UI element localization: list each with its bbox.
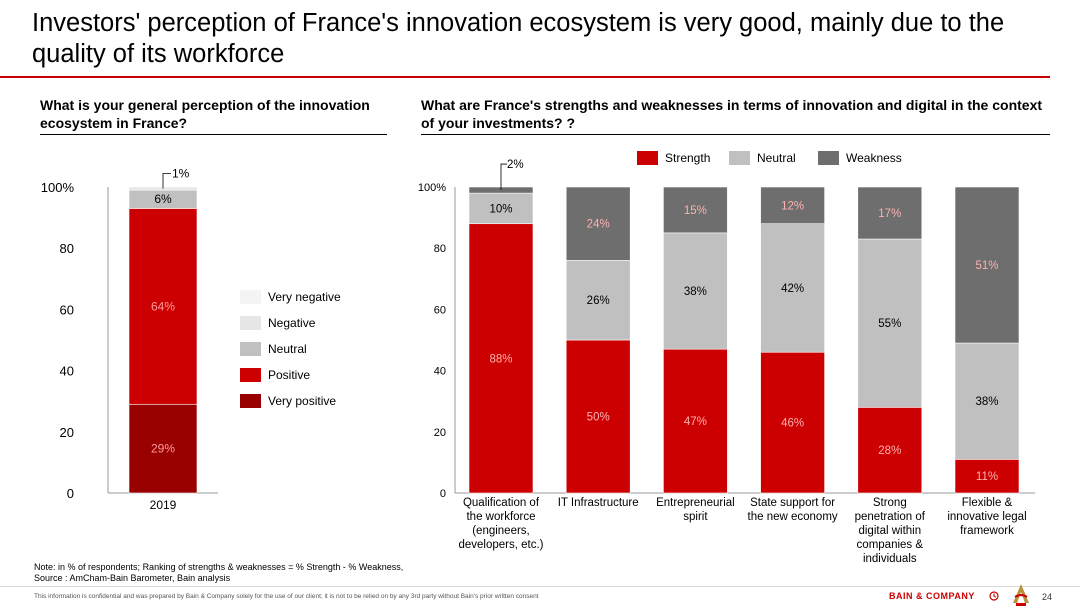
title-divider xyxy=(0,76,1050,78)
bar-segment xyxy=(663,232,728,350)
bar-value-label: 26% xyxy=(587,295,610,307)
bar-segment xyxy=(663,348,728,494)
legend-swatch xyxy=(240,290,261,304)
note-text: Note: in % of respondents; Ranking of st… xyxy=(34,562,404,572)
right-question: What are France's strengths and weakness… xyxy=(421,97,1043,131)
x-category-label: IT Infrastructure xyxy=(558,497,639,509)
bar-value-label: 11% xyxy=(976,471,998,483)
bar-segment xyxy=(565,260,631,341)
callout-value-label: 2% xyxy=(507,159,524,171)
legend-label: Neutral xyxy=(268,342,307,356)
bar-segment xyxy=(468,223,534,494)
bar-segment xyxy=(760,186,825,225)
y-tick-label: 0 xyxy=(67,486,74,501)
perception-chart: 0 20 40 60 80 100% 29% 64% 6%1% 2019 Very negative… xyxy=(41,167,341,512)
y-tick-label: 100% xyxy=(418,182,446,194)
x-category-label: 2019 xyxy=(150,498,177,512)
legend-swatch xyxy=(637,151,658,165)
bar-segment xyxy=(468,192,534,225)
footnote: Note: in % of respondents; Ranking of st… xyxy=(34,562,403,584)
bain-clock-icon xyxy=(989,591,999,601)
bar-segment xyxy=(663,186,728,234)
bar-value-label: 10% xyxy=(489,203,512,215)
x-category-label: Strong penetration of digital within compan… xyxy=(855,497,926,565)
legend-swatch xyxy=(240,342,261,356)
legend-label: Very positive xyxy=(268,394,336,408)
y-tick-label: 80 xyxy=(434,243,446,255)
bar-value-label: 42% xyxy=(781,283,804,295)
legend-label: Negative xyxy=(268,316,316,330)
source-text: Source : AmCham-Bain Barometer, Bain ana… xyxy=(34,573,231,583)
legend-label: Strength xyxy=(665,151,710,165)
bar-value-label: 64% xyxy=(151,299,175,313)
bar-value-label: 17% xyxy=(878,208,901,220)
x-category-label: Flexible & innovative legal framework xyxy=(947,497,1026,537)
bar-segment xyxy=(857,238,923,408)
bar-segment xyxy=(857,407,923,494)
y-tick-label: 40 xyxy=(60,364,74,379)
page-number: 24 xyxy=(1042,592,1053,602)
bar-value-label: 50% xyxy=(587,412,610,424)
y-tick-label: 20 xyxy=(60,425,74,440)
bar-segment xyxy=(954,342,1020,460)
bar-segment xyxy=(954,186,1020,344)
bar-value-label: 55% xyxy=(878,318,901,330)
x-category-label: Entrepreneurial spirit xyxy=(656,497,735,523)
legend-swatch xyxy=(818,151,839,165)
bar-segment xyxy=(954,459,1020,494)
left-question: What is your general perception of the i… xyxy=(40,97,370,131)
x-category-label: Qualification of the workforce (engineers,… xyxy=(458,497,543,551)
y-tick-label: 60 xyxy=(434,304,446,316)
bar-value-label: 29% xyxy=(151,442,175,456)
brand-name: BAIN & COMPANY xyxy=(889,591,975,601)
bar-value-label: 38% xyxy=(975,396,998,408)
bar-value-label: 12% xyxy=(781,200,804,212)
bar-segment xyxy=(128,403,198,494)
bar-value-label: 47% xyxy=(684,416,707,428)
bar-segment xyxy=(565,339,631,494)
bar-value-label: 15% xyxy=(684,205,707,217)
legend-swatch xyxy=(240,394,261,408)
legend-label: Positive xyxy=(268,368,310,382)
bar-segment xyxy=(857,186,923,240)
bar-value-label: 88% xyxy=(489,353,512,365)
y-tick-label: 20 xyxy=(434,427,446,439)
legend-swatch xyxy=(240,316,261,330)
bar-value-label: 51% xyxy=(975,260,998,272)
y-tick-label: 0 xyxy=(440,488,446,500)
bar-segment xyxy=(128,208,198,405)
legend-label: Very negative xyxy=(268,290,341,304)
legend-label: Weakness xyxy=(846,151,902,165)
bar-value-label: 46% xyxy=(781,418,804,430)
bar-segment xyxy=(565,186,631,261)
bar-value-label: 24% xyxy=(587,219,610,231)
bar-value-label: 6% xyxy=(154,192,172,206)
callout-line xyxy=(500,163,507,191)
disclaimer: This information is confidential and was… xyxy=(34,593,539,600)
y-tick-label: 40 xyxy=(434,366,446,378)
strengths-weaknesses-chart: 0 20 40 60 80 100% 88% 10% 2% Qualification of the… xyxy=(418,151,1035,565)
bar-value-label: 28% xyxy=(878,445,901,457)
footer-divider xyxy=(0,586,1080,587)
page-title: Investors' perception of France's innova… xyxy=(32,9,1005,68)
legend-swatch xyxy=(729,151,750,165)
callout-line xyxy=(162,173,171,189)
bar-segment xyxy=(760,223,825,353)
x-category-label: State support for the new economy xyxy=(748,497,838,523)
right-question-rule xyxy=(421,134,1050,135)
y-tick-label: 100% xyxy=(41,180,75,195)
bar-segment xyxy=(760,351,825,494)
y-tick-label: 80 xyxy=(60,241,74,256)
amcham-logo-icon xyxy=(1013,584,1029,606)
callout-value-label: 1% xyxy=(172,167,190,181)
legend-label: Neutral xyxy=(757,151,796,165)
legend-swatch xyxy=(240,368,261,382)
y-tick-label: 60 xyxy=(60,302,74,317)
left-question-rule xyxy=(40,134,387,135)
bar-value-label: 38% xyxy=(684,286,707,298)
